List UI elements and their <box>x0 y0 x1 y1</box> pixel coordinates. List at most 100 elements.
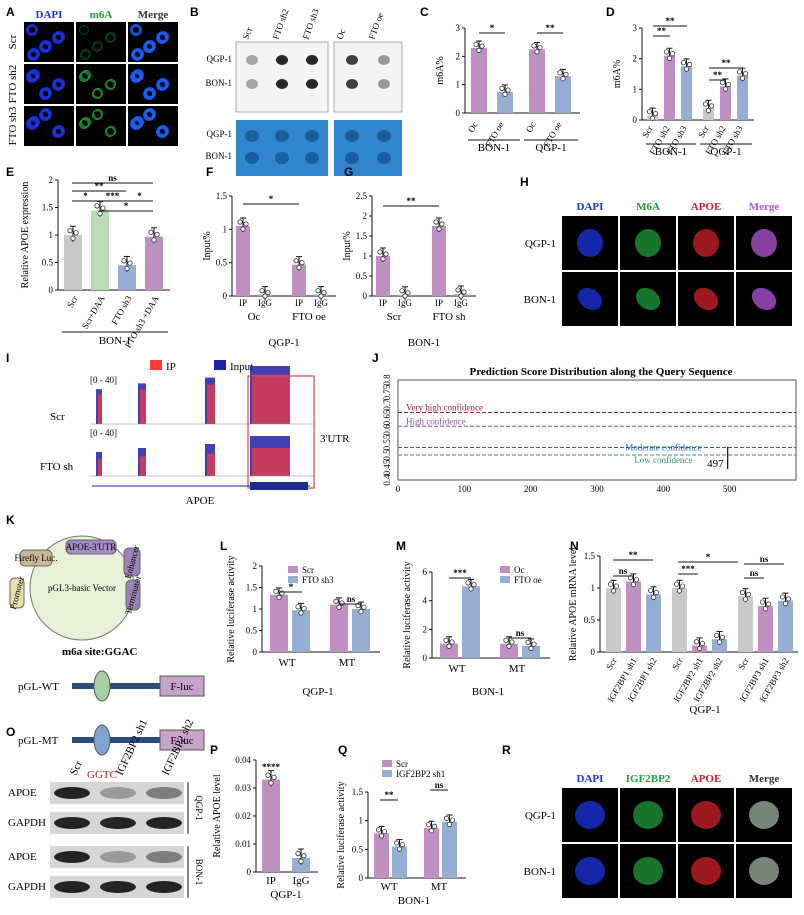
panel-k-construct-label: pGL-MT <box>18 735 59 747</box>
panel-e-ylabel: Relative APOE expression <box>20 182 31 289</box>
panel-c-dot <box>473 41 479 48</box>
panel-o-band <box>100 787 136 799</box>
panel-b-stain-dot <box>377 152 391 164</box>
panel-j-y-tick: 0.6 <box>382 424 392 436</box>
panel-m-dot <box>446 643 452 649</box>
panel-m-y-tick-label: 6 <box>423 567 428 577</box>
panel-e-bar <box>145 236 163 290</box>
panel-letter-Q: Q <box>338 743 347 757</box>
panel-e-sig-label: * <box>137 191 142 201</box>
panel-h-cell <box>577 229 603 257</box>
panel-a-cell <box>40 40 52 52</box>
panel-h-cell <box>751 287 777 311</box>
panel-b-dot <box>378 55 390 65</box>
panel-a-cell <box>105 78 117 90</box>
panel-c-dot <box>563 71 569 78</box>
panel-f-y-tick-label: 1.5 <box>216 191 228 201</box>
panel-k-site: m6a site:GGAC <box>62 646 138 658</box>
panel-l-y-tick-label: 2 <box>253 561 258 571</box>
panel-e-dot <box>154 231 160 238</box>
panel-c-ylabel: m6A% <box>435 56 446 84</box>
panel-f-dot <box>296 265 302 271</box>
panel-o-band <box>54 851 90 863</box>
panel-a-cell <box>28 116 40 128</box>
panel-d-dot <box>719 79 726 86</box>
panel-a-cell <box>157 125 169 137</box>
panel-n-dot <box>716 639 723 645</box>
panel-r-col: IGF2BP2 <box>626 773 671 785</box>
panel-h-cell <box>751 229 777 257</box>
panel-k-mut: GGTC <box>87 769 117 781</box>
panel-p-dot <box>268 780 274 786</box>
panel-n-dot <box>699 641 706 647</box>
panel-k-construct-label: pGL-WT <box>18 681 59 693</box>
panel-n-x-label: Scr <box>604 656 619 671</box>
panel-q-dot <box>443 815 450 821</box>
panel-m-sig-label: ns <box>516 628 525 638</box>
panel-d-group: QGP-1 <box>710 146 741 158</box>
panel-b-col-left: FTO sh2 <box>270 8 290 41</box>
panel-f-dot <box>259 288 265 294</box>
panel-n-dot <box>679 583 686 589</box>
panel-f-cell: QGP-1 <box>268 337 299 349</box>
panel-n-y-tick-label: 1.5 <box>584 551 596 561</box>
panel-l-dot <box>273 588 279 594</box>
panel-a-cell <box>53 78 65 90</box>
panel-a-cell <box>53 31 65 43</box>
panel-l-legend-label: Scr <box>302 565 314 575</box>
panel-e-y-tick-label: 0 <box>49 285 54 295</box>
panel-d-sig-label: ** <box>713 70 723 80</box>
panel-g-x-label: IgG <box>454 298 468 308</box>
panel-l-y-tick-label: 0 <box>253 647 258 657</box>
panel-a-cell <box>91 109 103 121</box>
panel-j-y-tick: 0.7 <box>382 399 392 411</box>
panel-p-x-label: IgG <box>292 875 309 887</box>
panel-r-row: BON-1 <box>524 866 556 878</box>
panel-k-segment-label: Firefly Luc. <box>15 553 58 563</box>
panel-e-x-label: Scr <box>65 294 80 309</box>
panel-b-dot <box>246 55 258 65</box>
panel-l-bar <box>330 604 348 652</box>
panel-j-threshold-label: Moderate confidence <box>625 443 701 453</box>
panel-p-group: QGP-1 <box>270 889 301 901</box>
panel-c-y-tick-label: 3 <box>456 23 461 33</box>
panel-b-dot <box>276 79 288 89</box>
panel-a-row-0: Scr <box>7 34 19 49</box>
panel-h-col: M6A <box>636 201 660 213</box>
panel-b-col-left: FTO sh3 <box>300 7 320 41</box>
panel-f-dot <box>315 288 321 294</box>
panel-c-group: QGP-1 <box>535 142 566 154</box>
panel-d-y-tick-label: 0 <box>633 115 638 125</box>
panel-j-x-tick: 200 <box>524 484 538 494</box>
panel-f-dot <box>293 258 299 264</box>
panel-n-sig-label: ** <box>629 550 639 560</box>
panel-j-y-tick: 0.45 <box>382 459 392 475</box>
panel-d-dot <box>663 49 670 55</box>
panel-o-band <box>100 817 136 829</box>
panel-o-band <box>54 817 90 829</box>
panel-m-dot <box>449 639 455 645</box>
panel-m-x-label: WT <box>448 663 465 675</box>
panel-h-col: APOE <box>691 201 722 213</box>
panel-letter-A: A <box>6 5 15 19</box>
panel-n-bar <box>778 600 793 652</box>
panel-m-legend-label: Oc <box>514 565 525 575</box>
panel-p-y-tick-label: 0 <box>247 867 252 877</box>
panel-f-dot <box>262 293 268 299</box>
panel-b-stain-dot <box>245 130 259 142</box>
panel-k-fluc-label: F-luc <box>170 735 193 747</box>
panel-c-bar <box>497 91 513 113</box>
panel-l-dot <box>333 598 339 604</box>
panel-c-bar <box>555 76 571 113</box>
panel-k-segment <box>65 539 117 555</box>
panel-n-dot <box>739 589 746 596</box>
panel-e-dot <box>148 229 154 235</box>
panel-r-cell <box>575 801 605 829</box>
panel-m-legend-label: FTO oe <box>514 575 542 585</box>
panel-m-dot <box>471 582 477 588</box>
panel-e-x-label: FTO sh3 <box>109 294 134 327</box>
panel-m-group: BON-1 <box>472 686 504 698</box>
panel-f-x-label: IP <box>239 298 247 308</box>
panel-d-dot <box>702 101 709 107</box>
panel-b-row-stain: BON-1 <box>206 151 233 161</box>
